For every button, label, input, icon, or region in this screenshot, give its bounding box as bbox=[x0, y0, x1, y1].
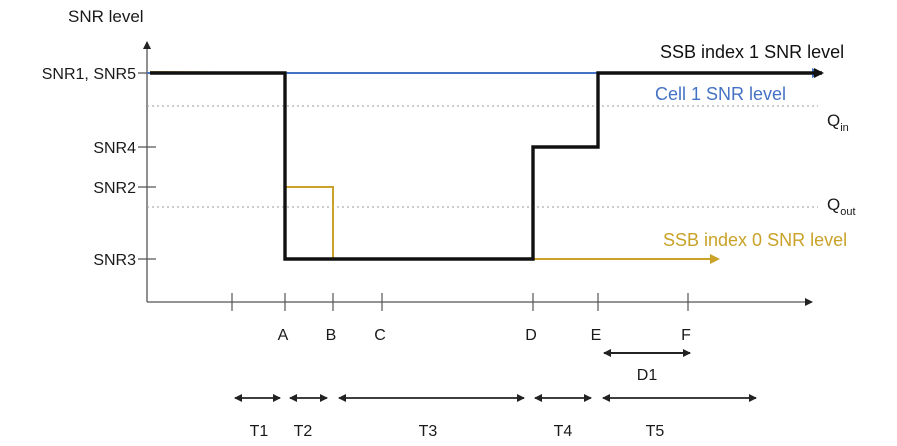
threshold-label-in: Qin bbox=[827, 111, 849, 134]
period-label-t1: T1 bbox=[250, 423, 269, 440]
series-label-cell-1-snr-level: Cell 1 SNR level bbox=[655, 84, 786, 104]
y-tick-label-snr1-snr5: SNR1, SNR5 bbox=[42, 66, 136, 83]
series-label-ssb-index-1-snr-level: SSB index 1 SNR level bbox=[660, 42, 844, 62]
x-tick-label-d: D bbox=[525, 327, 537, 344]
period-label-t2: T2 bbox=[294, 423, 313, 440]
period-label-t4: T4 bbox=[554, 423, 573, 440]
series-label-ssb-index-0-snr-level: SSB index 0 SNR level bbox=[663, 230, 847, 250]
y-tick-label-snr2: SNR2 bbox=[93, 180, 136, 197]
x-tick-label-e: E bbox=[591, 327, 602, 344]
series-ssb-index-1-snr-level bbox=[150, 68, 824, 261]
x-tick-label-b: B bbox=[326, 327, 337, 344]
series-ssb-index-0-snr-level bbox=[149, 71, 720, 264]
period-label-t5: T5 bbox=[646, 423, 665, 440]
x-tick-label-c: C bbox=[374, 327, 386, 344]
y-tick-label-snr4: SNR4 bbox=[93, 140, 136, 157]
duration-label-d1: D1 bbox=[637, 367, 658, 384]
period-label-t3: T3 bbox=[419, 423, 438, 440]
y-axis-label: SNR level bbox=[68, 7, 144, 26]
x-tick-label-f: F bbox=[681, 327, 691, 344]
threshold-label-out: Qout bbox=[827, 195, 856, 218]
x-tick-label-a: A bbox=[278, 327, 289, 344]
y-tick-label-snr3: SNR3 bbox=[93, 252, 136, 269]
